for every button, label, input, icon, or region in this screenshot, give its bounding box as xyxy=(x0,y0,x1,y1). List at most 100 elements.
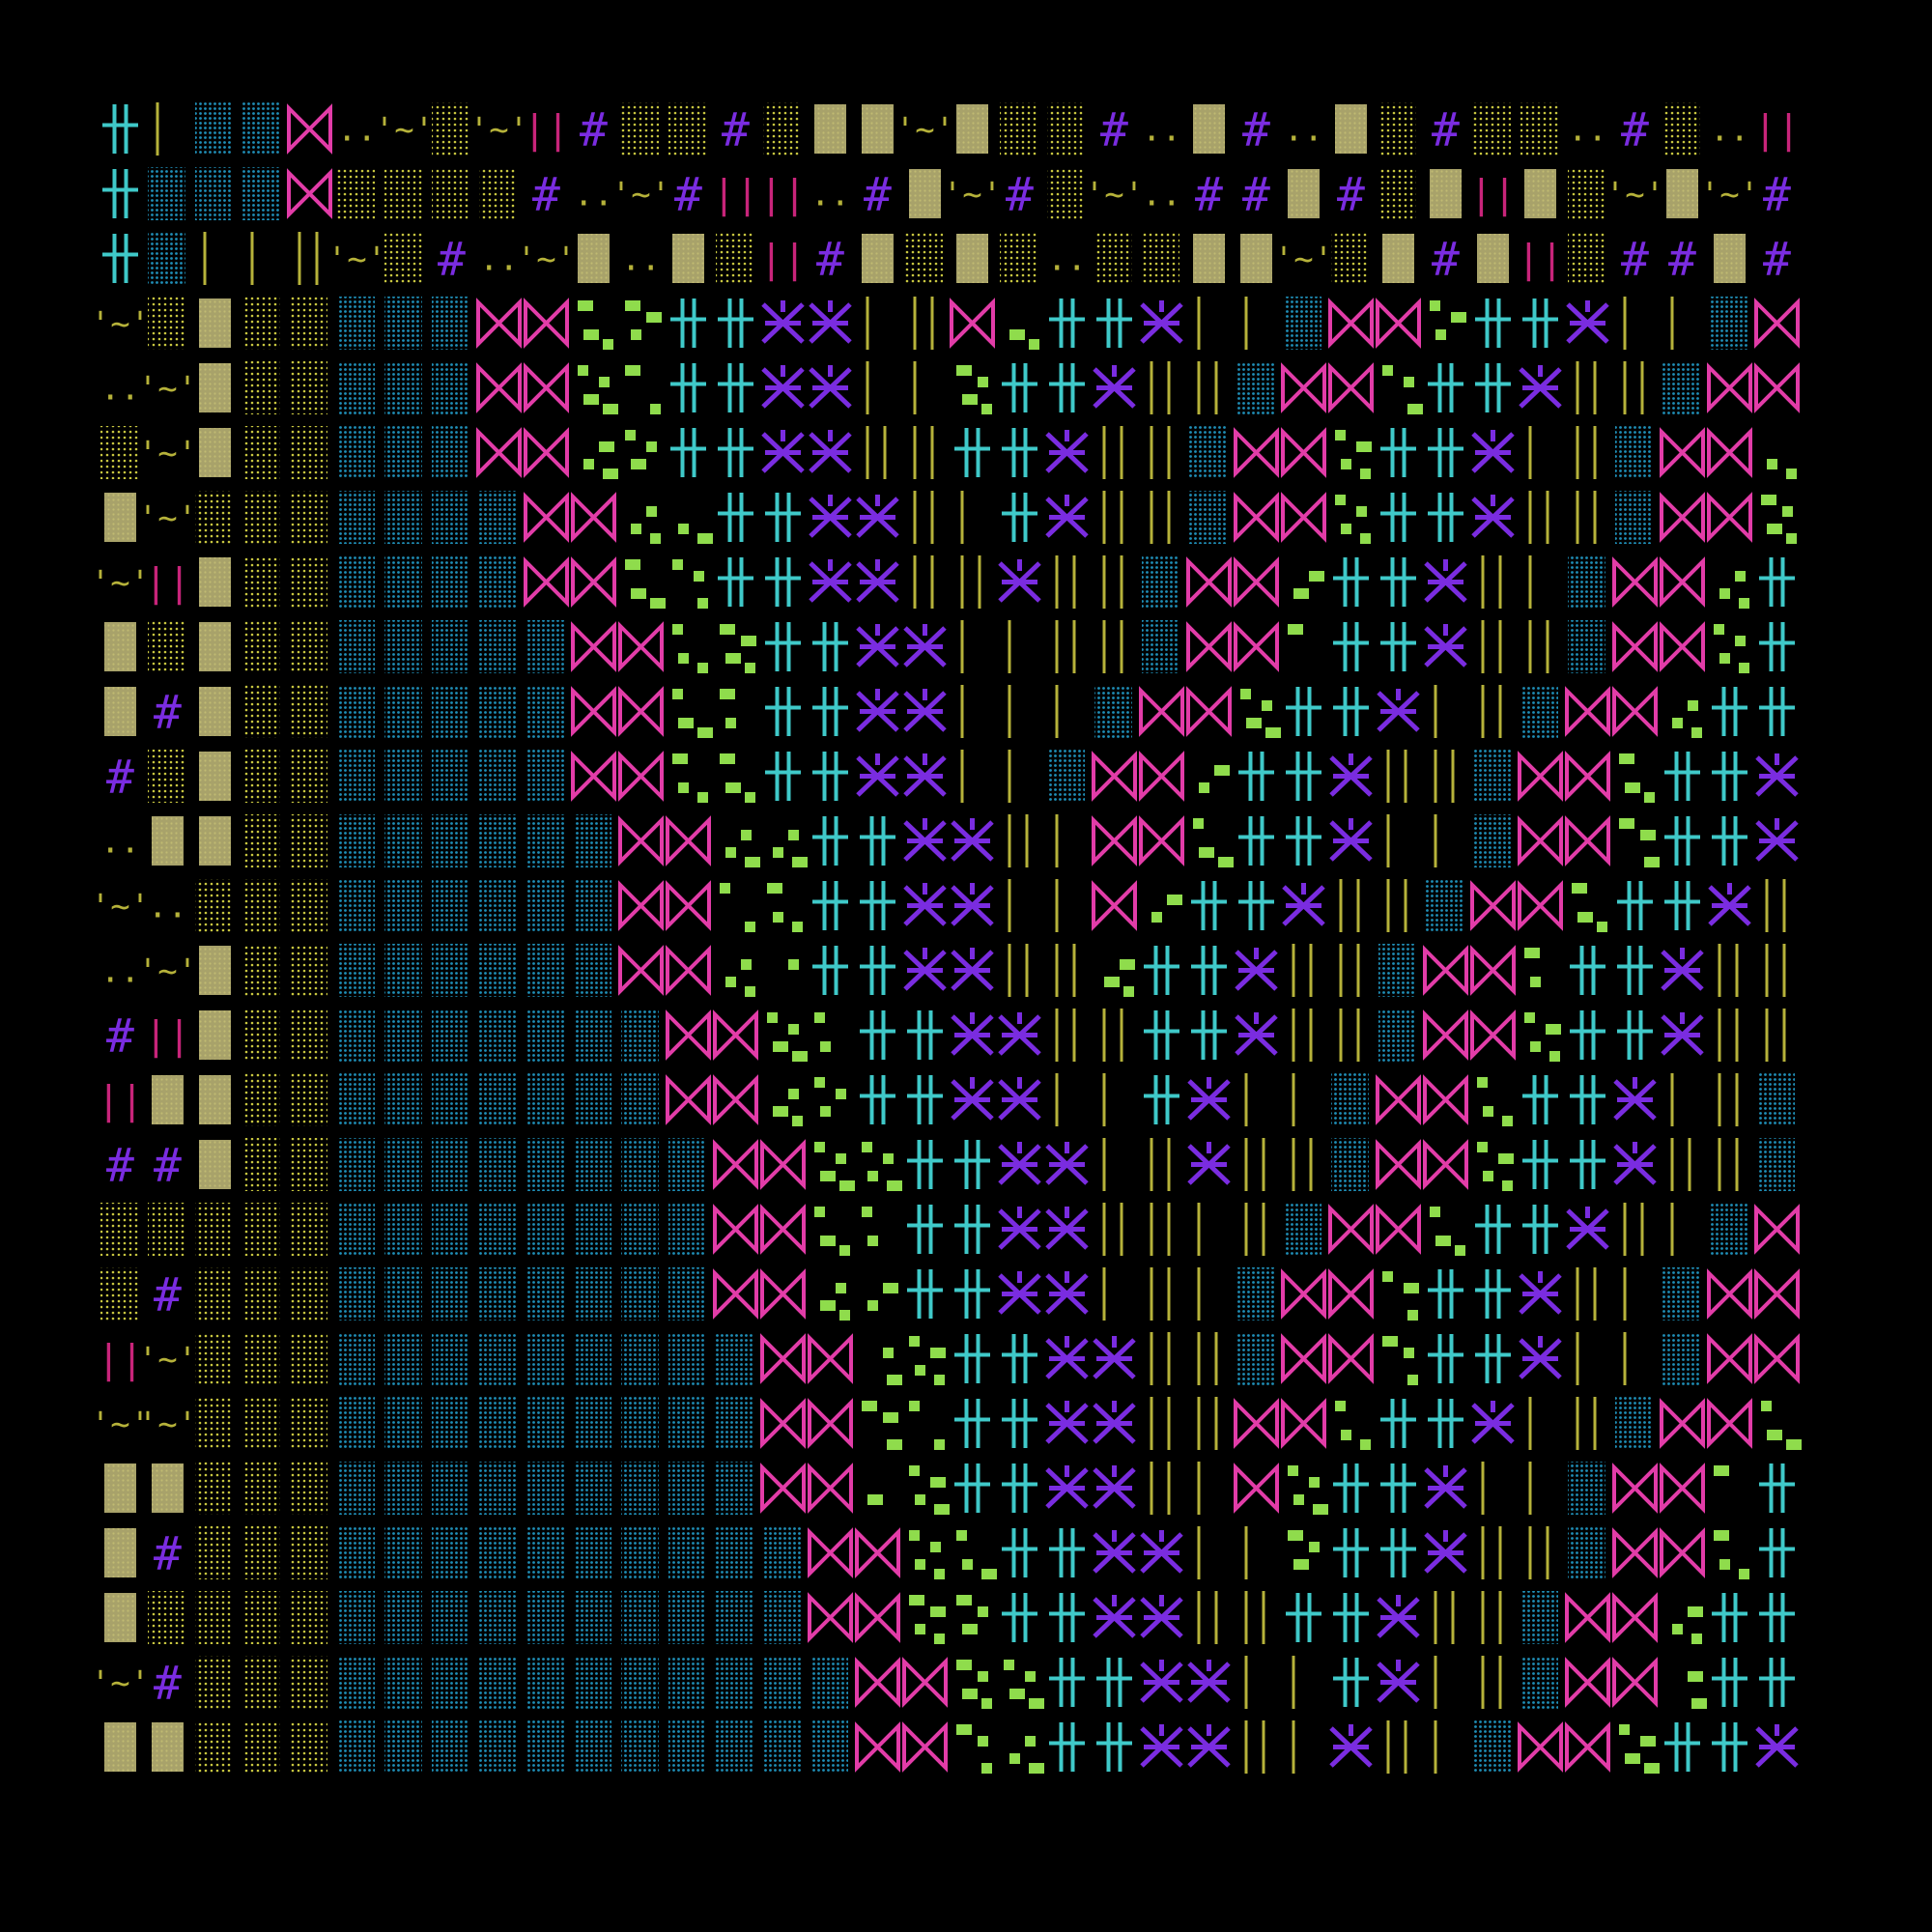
bowtie-icon xyxy=(760,1139,806,1190)
dot-block-icon xyxy=(195,491,233,544)
tee-cross-icon xyxy=(718,557,753,607)
dot-block-icon xyxy=(242,1462,280,1515)
square-dots-icon xyxy=(788,959,799,970)
square-dots-icon xyxy=(1672,1606,1703,1644)
tee-cross-icon xyxy=(1522,298,1558,348)
bowtie-icon xyxy=(666,1074,711,1125)
dot-block-icon xyxy=(432,750,469,803)
square-dots-icon xyxy=(720,883,755,932)
solid-block-icon xyxy=(199,816,231,866)
svg-text:..: .. xyxy=(1710,110,1749,149)
tee-cross-icon xyxy=(718,363,753,412)
star-cross-icon xyxy=(1282,883,1325,926)
svg-text:'~': '~' xyxy=(1085,175,1144,213)
double-bar-glyph: || xyxy=(97,1079,143,1123)
bowtie-icon xyxy=(1281,492,1326,543)
dot-block-icon xyxy=(1568,620,1605,673)
hash-glyph: # xyxy=(722,102,750,156)
tee-cross-icon xyxy=(1096,1722,1132,1772)
bar-icon xyxy=(1765,944,1786,997)
tee-cross-icon xyxy=(907,1269,943,1319)
dot-block-icon xyxy=(526,1203,564,1256)
solid-block-icon xyxy=(956,104,988,154)
tee-cross-icon xyxy=(1475,363,1511,412)
tee-cross-icon xyxy=(1049,1722,1085,1772)
bar-icon xyxy=(1102,620,1123,673)
bowtie-icon xyxy=(618,815,664,867)
svg-text:#: # xyxy=(1763,232,1791,286)
bowtie-icon xyxy=(1470,945,1516,996)
dot-block-icon xyxy=(479,167,517,220)
bar-icon xyxy=(1292,1009,1313,1062)
bowtie-icon xyxy=(1612,621,1658,672)
dot-block-icon xyxy=(242,1397,280,1450)
tee-cross-icon xyxy=(954,1334,990,1383)
square-dots-icon xyxy=(909,1336,946,1385)
dot-block-icon xyxy=(1662,1332,1700,1385)
solid-block-icon xyxy=(152,1463,184,1513)
bowtie-icon xyxy=(618,621,664,672)
dot-block-icon xyxy=(290,1720,327,1774)
dot-block-icon xyxy=(290,297,327,350)
dot-block-icon xyxy=(1331,1138,1369,1191)
svg-text:'~': '~' xyxy=(138,1340,197,1378)
bowtie-icon xyxy=(1612,1527,1658,1578)
dot-block-icon xyxy=(432,361,469,414)
bar-icon xyxy=(1718,1009,1739,1062)
solid-block-icon xyxy=(1193,104,1225,154)
hash-glyph: # xyxy=(674,167,702,221)
dot-block-icon xyxy=(337,1397,375,1450)
star-cross-icon xyxy=(1045,495,1089,538)
dots-glyph: .. xyxy=(337,110,377,149)
svg-text:'~': '~' xyxy=(138,369,197,408)
dot-block-icon xyxy=(1094,232,1132,285)
solid-block-icon xyxy=(1382,234,1414,283)
svg-text:||: || xyxy=(144,561,190,606)
dot-block-icon xyxy=(242,1073,280,1126)
svg-text:#: # xyxy=(816,232,844,286)
hash-glyph: # xyxy=(1621,102,1649,156)
dot-block-icon xyxy=(574,1203,611,1256)
dots-glyph: .. xyxy=(621,240,661,278)
dot-block-icon xyxy=(574,1332,611,1385)
svg-text:'~': '~' xyxy=(327,240,386,278)
bowtie-icon xyxy=(1518,815,1563,867)
solid-block-icon xyxy=(1714,234,1746,283)
star-cross-icon xyxy=(1140,1595,1183,1638)
tee-cross-icon xyxy=(1238,881,1274,930)
bowtie-icon xyxy=(1328,1333,1374,1384)
tee-cross-icon xyxy=(1049,363,1085,412)
dot-block-icon xyxy=(384,491,422,544)
tee-cross-icon xyxy=(765,687,801,736)
tee-cross-icon xyxy=(1475,1334,1511,1383)
solid-block-icon xyxy=(104,1463,136,1513)
dots-glyph: .. xyxy=(810,175,850,213)
dot-block-icon xyxy=(716,1397,753,1450)
star-cross-icon xyxy=(1377,1660,1420,1703)
square-dots-icon xyxy=(1240,689,1281,738)
dot-block-icon xyxy=(290,426,327,479)
bowtie-icon xyxy=(1707,1398,1752,1449)
star-cross-icon xyxy=(856,753,899,797)
tee-cross-icon xyxy=(102,234,138,283)
star-cross-icon xyxy=(1093,1530,1136,1574)
bowtie-icon xyxy=(1328,362,1374,413)
tee-cross-icon xyxy=(1428,428,1463,477)
dot-block-icon xyxy=(479,750,517,803)
bowtie-icon xyxy=(1281,1268,1326,1320)
dot-block-icon xyxy=(432,167,469,220)
tilde-glyph: '~' xyxy=(97,563,150,602)
hash-glyph: # xyxy=(532,167,560,221)
star-cross-icon xyxy=(951,1012,994,1056)
bar-icon xyxy=(1150,1267,1171,1321)
dot-block-icon xyxy=(668,102,706,156)
tee-cross-icon xyxy=(954,1205,990,1254)
dot-block-icon xyxy=(242,1526,280,1579)
svg-text:'~': '~' xyxy=(1605,175,1664,213)
bowtie-icon xyxy=(1707,362,1752,413)
bar-icon xyxy=(1055,555,1076,609)
star-cross-icon xyxy=(951,818,994,862)
tee-cross-icon xyxy=(1049,1528,1085,1577)
bowtie-icon xyxy=(1139,751,1184,802)
